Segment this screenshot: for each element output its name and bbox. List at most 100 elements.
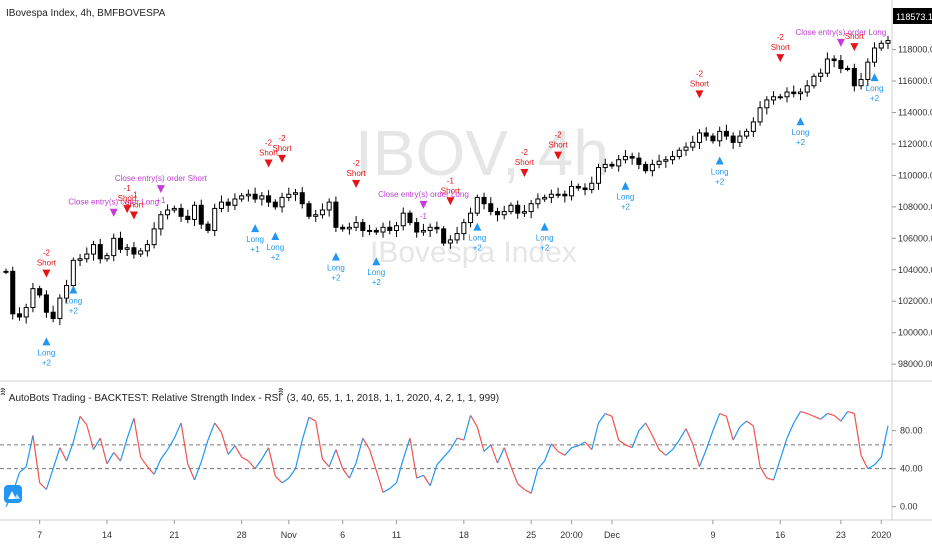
rsi-segment [308, 416, 317, 422]
long-signal-qty: +2 [715, 178, 725, 187]
candle-body [326, 201, 332, 211]
rsi-segment [355, 438, 364, 464]
candle-body [683, 146, 689, 151]
candle-body [696, 132, 703, 143]
rsi-segment [207, 422, 216, 441]
candle-body [784, 91, 790, 98]
rsi-segment [173, 422, 182, 439]
candle-body [232, 198, 238, 206]
rsi-segment [288, 468, 297, 479]
symbol-title[interactable]: IBovespa Index, 4h, BMFBOVESPA [6, 8, 166, 19]
candle-body [730, 135, 736, 143]
rsi-segment [119, 438, 128, 462]
rsi-segment [772, 458, 781, 481]
rsi-segment [719, 412, 727, 417]
short-arrow-icon [42, 269, 51, 278]
long-arrow-icon [69, 285, 78, 294]
candle-body [165, 209, 171, 216]
price-tick-label: 98000.00 [898, 359, 932, 369]
rsi-segment [456, 437, 464, 441]
rsi-segment [712, 413, 721, 431]
candle-body [225, 201, 231, 206]
candle-body [575, 185, 581, 189]
candle-body [346, 226, 352, 230]
candle-body [279, 196, 285, 208]
candle-body [656, 160, 662, 165]
candle-body [427, 226, 433, 231]
candle-body [771, 96, 777, 101]
rsi-segment [389, 482, 397, 490]
candle-body [548, 193, 554, 198]
rsi-segment [375, 470, 384, 493]
rsi-segment [638, 422, 647, 431]
time-tick-label: 16 [775, 530, 785, 540]
short-arrow-icon [776, 54, 785, 63]
rsi-segment [853, 413, 862, 456]
short-signal-qty: -2 [353, 159, 361, 168]
rsi-axis[interactable]: 80.00 40.00 0.00 [892, 426, 923, 512]
long-arrow-icon [251, 224, 260, 233]
tradingview-logo-icon[interactable] [4, 485, 22, 503]
rsi-segment [806, 412, 815, 417]
long-signal-qty: +2 [271, 253, 281, 262]
candle-body [138, 250, 144, 255]
rsi-segment [490, 444, 499, 464]
rsi-line[interactable] [5, 411, 889, 507]
rsi-segment [766, 477, 774, 481]
time-tick-label: 28 [237, 530, 247, 540]
rsi-segment [79, 415, 88, 426]
long-signal-label: Long [367, 268, 385, 277]
close-arrow-icon [156, 185, 165, 194]
rsi-segment [813, 415, 821, 420]
long-signal-label: Long [246, 235, 264, 244]
rsi-segment [550, 443, 559, 452]
candle-body [10, 270, 16, 315]
short-signal-qty: -2 [278, 134, 286, 143]
candle-body [878, 42, 884, 49]
rsi-segment [759, 466, 768, 479]
price-candles[interactable] [3, 35, 891, 326]
candle-body [420, 229, 426, 233]
rsi-tick-label: 0.00 [900, 502, 918, 512]
rsi-segment [39, 482, 47, 490]
long-signal-label: Long [266, 243, 284, 252]
candle-body [171, 207, 177, 211]
candle-body [595, 167, 602, 184]
candle-body [447, 239, 453, 244]
rsi-segment [294, 439, 303, 469]
candle-body [191, 204, 198, 220]
candle-body [319, 209, 325, 216]
rsi-segment [571, 445, 579, 449]
close-arrow-icon [419, 200, 428, 209]
candle-body [649, 163, 655, 172]
candle-body [845, 67, 851, 70]
candle-body [299, 192, 305, 205]
candle-body [380, 226, 386, 233]
candle-body [629, 156, 635, 159]
candle-body [353, 222, 359, 228]
long-signal-label: Long [468, 234, 486, 243]
time-axis[interactable]: 7 14 21 28 Nov 6 11 18 25 20:00 Dec 9 16 23 2020 [37, 520, 891, 540]
rsi-segment [348, 462, 357, 479]
candle-body [643, 163, 649, 172]
long-arrow-icon [473, 222, 482, 231]
rsi-segment [483, 444, 492, 452]
short-arrow-icon [129, 211, 138, 220]
price-axis[interactable]: 118000.00 116000.00 114000.00 112000.00 1100… [892, 45, 932, 370]
long-signal-label: Long [37, 348, 55, 357]
rsi-segment [732, 426, 741, 441]
rsi-segment [537, 460, 546, 469]
long-arrow-icon [42, 337, 51, 346]
candle-body [360, 222, 366, 231]
rsi-segment [106, 452, 115, 465]
candle-body [461, 222, 467, 235]
long-arrow-icon [621, 181, 630, 190]
candle-body [609, 163, 615, 167]
long-signal-label: Long [792, 128, 810, 137]
candle-body [64, 285, 70, 299]
rsi-segment [362, 437, 371, 450]
candle-body [407, 212, 413, 224]
rsi-segment [133, 418, 142, 458]
rsi-segment [847, 411, 855, 415]
